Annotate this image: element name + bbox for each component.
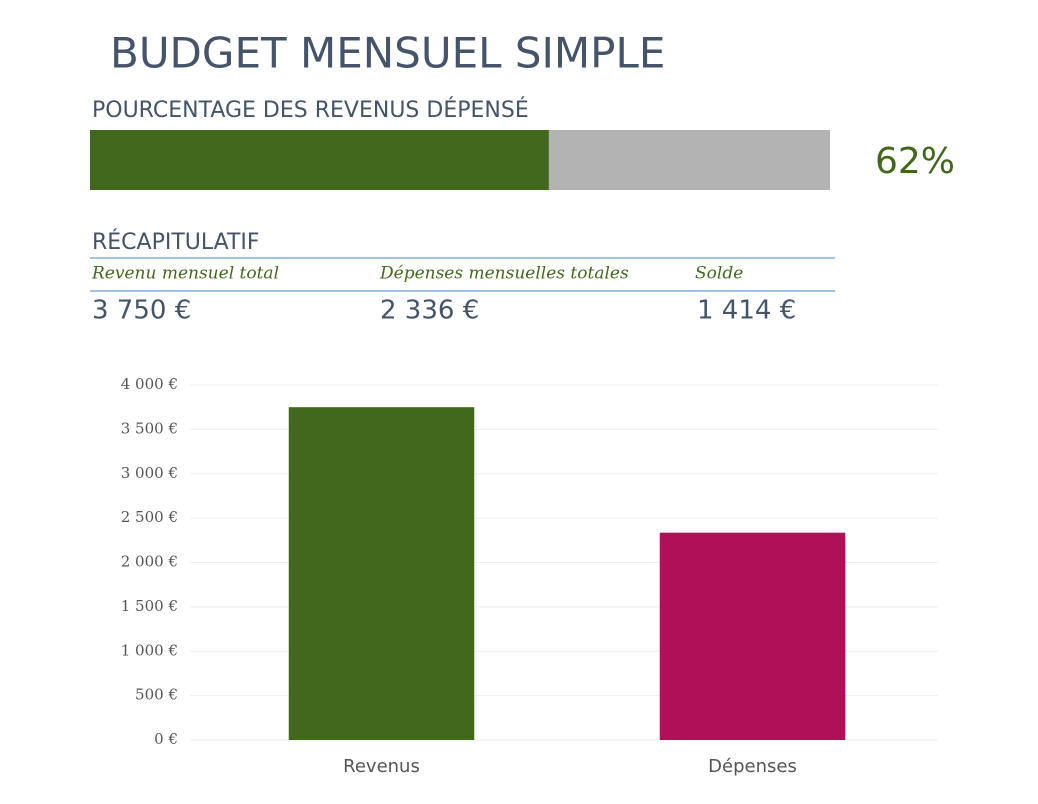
progress-label: POURCENTAGE DES REVENUS DÉPENSÉ bbox=[92, 97, 529, 123]
y-tick-label: 0 € bbox=[154, 730, 178, 748]
y-tick-label: 2 000 € bbox=[121, 553, 178, 571]
bar bbox=[659, 532, 846, 740]
y-tick-label: 1 000 € bbox=[121, 641, 178, 659]
y-tick-label: 2 500 € bbox=[121, 508, 178, 526]
summary-label: Dépenses mensuelles totales bbox=[379, 264, 629, 284]
summary-label: Revenu mensuel total bbox=[91, 264, 279, 284]
summary-value: 3 750 € bbox=[92, 296, 191, 326]
y-tick-label: 500 € bbox=[135, 686, 178, 704]
page-title: BUDGET MENSUEL SIMPLE bbox=[110, 29, 665, 78]
summary-label: Solde bbox=[695, 264, 743, 284]
y-tick-label: 3 500 € bbox=[121, 419, 178, 437]
progress-fill bbox=[90, 130, 549, 190]
x-tick-label: Dépenses bbox=[708, 756, 797, 777]
y-tick-label: 3 000 € bbox=[121, 464, 178, 482]
progress-value: 62% bbox=[875, 141, 955, 182]
bar bbox=[288, 407, 475, 740]
summary-value: 1 414 € bbox=[697, 296, 796, 326]
summary-title: RÉCAPITULATIF bbox=[92, 229, 260, 255]
x-tick-label: Revenus bbox=[343, 756, 420, 777]
y-tick-label: 4 000 € bbox=[121, 375, 178, 393]
summary-value: 2 336 € bbox=[380, 296, 479, 326]
y-tick-label: 1 500 € bbox=[121, 597, 178, 615]
